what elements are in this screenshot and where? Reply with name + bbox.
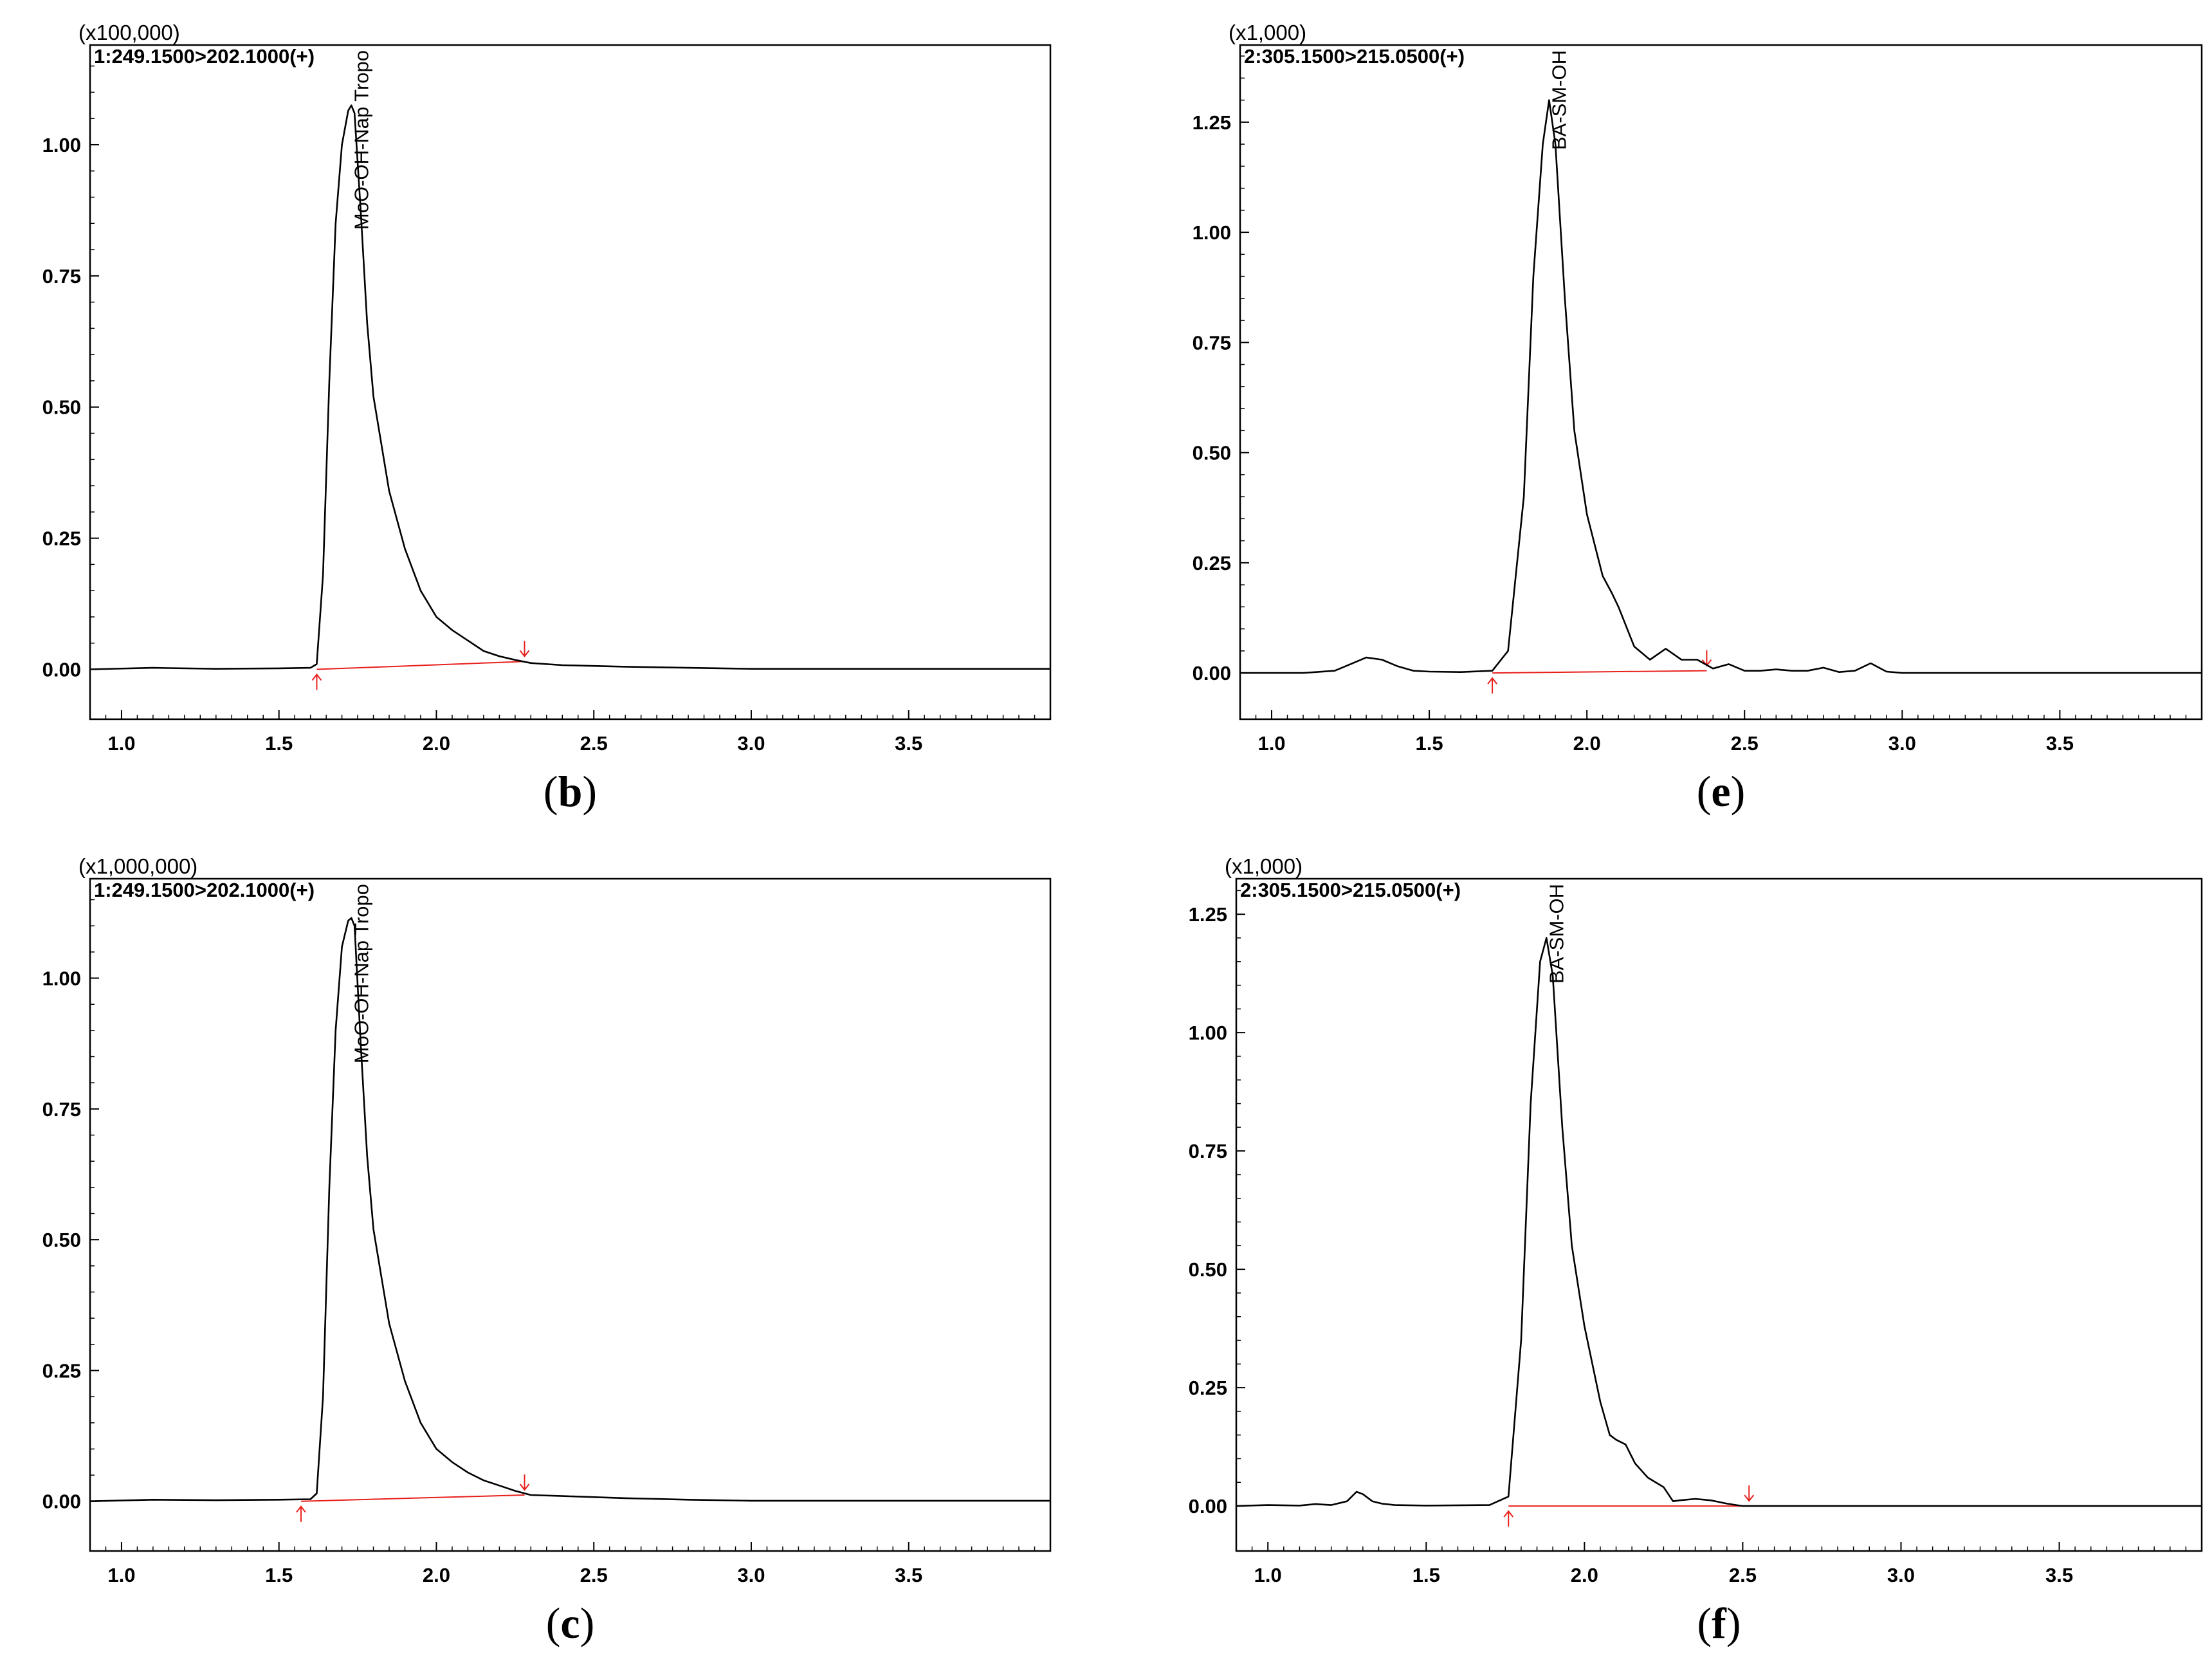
y-tick-label: 0.50 <box>1193 442 1231 464</box>
y-tick-label: 0.50 <box>42 396 81 419</box>
x-tick-label: 1.0 <box>107 732 135 755</box>
x-tick-label: 1.5 <box>265 1564 293 1586</box>
chromatogram-trace <box>1236 937 2202 1507</box>
panel-letter: c <box>560 1599 580 1647</box>
peak-name-label: MoO-OH-Nap Tropo <box>350 884 372 1063</box>
x-tick-label: 1.0 <box>107 1564 135 1586</box>
y-tick-label: 1.00 <box>1193 221 1231 244</box>
x-tick-label: 2.5 <box>1731 732 1759 755</box>
integration-baseline <box>1492 670 1707 674</box>
channel-label: 2:305.1500>215.0500(+) <box>1244 45 1465 68</box>
peak-start-arrow <box>296 1505 306 1522</box>
integration-baseline <box>316 661 525 670</box>
integration-baseline <box>300 1494 525 1502</box>
x-tick-label: 3.5 <box>2046 732 2074 755</box>
x-tick-label: 2.5 <box>580 732 608 755</box>
x-tick-label: 1.5 <box>1416 732 1443 755</box>
panel-label: (e) <box>1697 767 1746 816</box>
y-tick-label: 0.00 <box>1189 1495 1227 1518</box>
y-tick-label: 0.25 <box>42 1359 81 1382</box>
x-tick-label: 1.0 <box>1254 1564 1282 1586</box>
panel-label: (c) <box>546 1599 595 1647</box>
y-tick-label: 1.00 <box>42 968 81 990</box>
panel-label: (f) <box>1697 1599 1741 1647</box>
peak-end-arrow <box>519 641 530 657</box>
plot-frame <box>89 877 1052 1552</box>
panel-letter: b <box>558 767 583 816</box>
y-scale-label: (x100,000) <box>78 21 180 44</box>
y-tick-label: 1.00 <box>42 134 81 156</box>
chromatogram-trace <box>1240 99 2202 674</box>
y-scale-label: (x1,000) <box>1229 21 1306 44</box>
panel-letter: e <box>1711 767 1730 816</box>
x-tick-label: 3.0 <box>737 732 765 755</box>
y-scale-label: (x1,000) <box>1225 854 1303 878</box>
panel-label: (b) <box>544 767 597 816</box>
x-tick-label: 3.0 <box>737 1564 765 1586</box>
y-tick-label: 0.00 <box>42 659 81 681</box>
x-tick-label: 3.0 <box>1888 732 1916 755</box>
x-tick-label: 2.0 <box>423 1564 450 1586</box>
y-tick-label: 0.25 <box>42 528 81 550</box>
y-tick-label: 1.00 <box>1189 1022 1227 1044</box>
chromatogram-trace <box>89 917 1050 1502</box>
chromatogram-trace <box>89 104 1050 670</box>
y-tick-label: 0.00 <box>1193 662 1231 684</box>
plot-frame <box>1239 44 2203 720</box>
x-tick-label: 1.5 <box>1412 1564 1440 1586</box>
y-tick-label: 0.25 <box>1189 1377 1227 1399</box>
y-tick-label: 0.50 <box>1189 1258 1227 1281</box>
chart-panel-e: (x1,000)2:305.1500>215.0500(+) 0.00 0.25 0.… <box>1193 21 2203 816</box>
y-tick-label: 0.25 <box>1193 552 1231 574</box>
peak-end-arrow <box>519 1474 530 1491</box>
y-tick-label: 0.75 <box>1193 331 1231 354</box>
chart-panel-c: (x1,000,000)1:249.1500>202.1000(+) 0.00 0.… <box>42 854 1052 1647</box>
peak-name-label: BA-SM-OH <box>1548 50 1570 150</box>
y-tick-label: 0.75 <box>1189 1140 1227 1162</box>
y-scale-label: (x1,000,000) <box>78 854 197 878</box>
y-tick-label: 0.75 <box>42 1098 81 1121</box>
y-tick-label: 0.50 <box>42 1229 81 1251</box>
channel-label: 1:249.1500>202.1000(+) <box>94 879 315 901</box>
x-tick-label: 1.0 <box>1257 732 1285 755</box>
y-tick-label: 1.25 <box>1189 903 1227 926</box>
channel-label: 2:305.1500>215.0500(+) <box>1240 879 1461 901</box>
x-tick-label: 3.0 <box>1887 1564 1915 1586</box>
panel-letter: f <box>1712 1599 1727 1647</box>
peak-start-arrow <box>1503 1510 1514 1527</box>
x-tick-label: 3.5 <box>895 1564 922 1586</box>
peak-name-label: BA-SM-OH <box>1545 884 1568 984</box>
chart-panel-f: (x1,000)2:305.1500>215.0500(+) 0.00 0.25 0.… <box>1189 854 2203 1647</box>
y-tick-label: 1.25 <box>1193 111 1231 134</box>
plot-frame <box>89 44 1052 720</box>
x-tick-label: 3.5 <box>2045 1564 2073 1586</box>
x-tick-label: 3.5 <box>895 732 922 755</box>
x-tick-label: 2.5 <box>580 1564 608 1586</box>
y-tick-label: 0.75 <box>42 265 81 288</box>
peak-start-arrow <box>1487 677 1497 694</box>
y-tick-label: 0.00 <box>42 1491 81 1513</box>
plot-frame <box>1235 877 2203 1552</box>
peak-end-arrow <box>1744 1485 1755 1502</box>
x-tick-label: 2.0 <box>423 732 450 755</box>
peak-name-label: MoO-OH-Nap Tropo <box>350 50 372 230</box>
x-tick-label: 2.0 <box>1571 1564 1598 1586</box>
channel-label: 1:249.1500>202.1000(+) <box>94 45 315 68</box>
x-tick-label: 2.0 <box>1573 732 1601 755</box>
peak-start-arrow <box>311 673 322 690</box>
x-tick-label: 2.5 <box>1729 1564 1757 1586</box>
chart-panel-b: (x100,000)1:249.1500>202.1000(+) 0.00 0.25… <box>42 21 1052 816</box>
x-tick-label: 1.5 <box>265 732 293 755</box>
